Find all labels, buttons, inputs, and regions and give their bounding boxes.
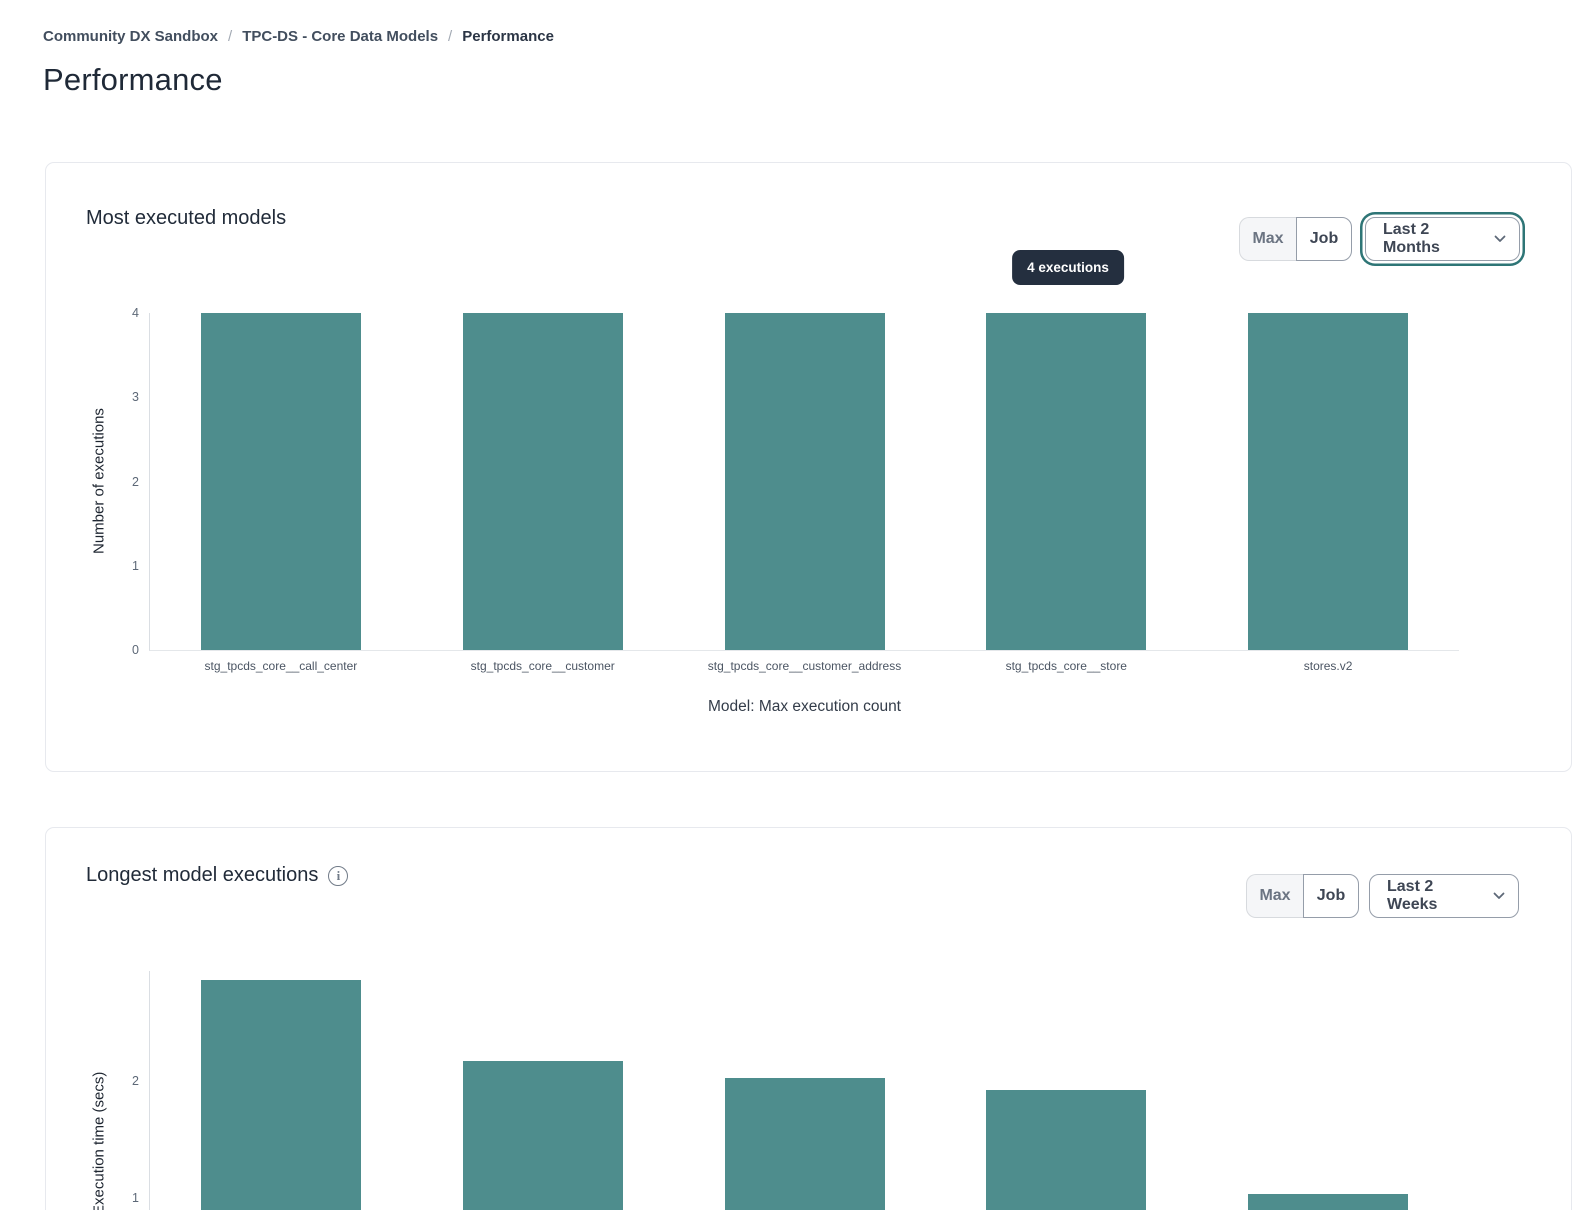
x-axis-category-label: stg_tpcds_core__store bbox=[1005, 659, 1127, 673]
max-job-toggle: Max Job bbox=[1239, 217, 1352, 261]
bar-stg_tpcds_core__customer_address[interactable] bbox=[724, 313, 885, 650]
longest-model-executions-card: Longest model executions i Max Job Last … bbox=[45, 827, 1572, 1210]
breadcrumb-separator: / bbox=[228, 28, 233, 45]
y-axis-title: Number of executions bbox=[90, 408, 108, 555]
breadcrumb-item-account[interactable]: Community DX Sandbox bbox=[43, 28, 219, 45]
y-axis-tick-label: 0 bbox=[132, 643, 139, 657]
chart-tooltip: 4 executions bbox=[1012, 250, 1124, 285]
max-toggle-button[interactable]: Max bbox=[1239, 217, 1296, 261]
job-toggle-button[interactable]: Job bbox=[1303, 874, 1359, 918]
date-range-select[interactable]: Last 2 Months bbox=[1365, 217, 1520, 261]
card-title: Most executed models bbox=[86, 207, 286, 230]
chevron-down-icon bbox=[1494, 235, 1506, 242]
bar-series-2[interactable] bbox=[724, 1078, 885, 1210]
y-axis-title: Execution time (secs) bbox=[90, 1071, 108, 1210]
breadcrumb: Community DX Sandbox / TPC-DS - Core Dat… bbox=[43, 28, 554, 45]
card-title-text: Most executed models bbox=[86, 207, 287, 229]
info-icon[interactable]: i bbox=[328, 865, 349, 886]
job-toggle-button[interactable]: Job bbox=[1296, 217, 1352, 261]
breadcrumb-item-project[interactable]: TPC-DS - Core Data Models bbox=[242, 28, 439, 45]
bar-series-0[interactable] bbox=[200, 980, 361, 1210]
bar-series-4[interactable] bbox=[1248, 1193, 1409, 1210]
date-range-select[interactable]: Last 2 Weeks bbox=[1369, 874, 1519, 918]
y-axis-tick-label: 1 bbox=[132, 558, 139, 573]
date-range-value: Last 2 Weeks bbox=[1387, 878, 1438, 913]
y-axis-tick-label: 2 bbox=[132, 1073, 139, 1088]
breadcrumb-item-current: Performance bbox=[462, 28, 554, 45]
bar-stores.v2[interactable] bbox=[1248, 313, 1409, 650]
max-toggle-button[interactable]: Max bbox=[1246, 874, 1303, 918]
x-axis-category-label: stores.v2 bbox=[1303, 659, 1353, 673]
bar-series-1[interactable] bbox=[462, 1060, 623, 1210]
x-axis-title: Model: Max execution count bbox=[708, 698, 901, 715]
date-range-value: Last 2 Months bbox=[1383, 221, 1440, 256]
longest-model-executions-chart: Execution time (secs) 1 2 bbox=[91, 971, 1459, 1210]
most-executed-models-card: Most executed models Max Job Last 2 Mont… bbox=[45, 162, 1572, 772]
most-executed-models-chart: Number of executions Model: Max executio… bbox=[91, 306, 1459, 715]
chevron-down-icon bbox=[1493, 892, 1505, 899]
bar-stg_tpcds_core__store[interactable] bbox=[986, 313, 1147, 650]
breadcrumb-separator: / bbox=[448, 28, 453, 45]
max-job-toggle: Max Job bbox=[1246, 874, 1359, 918]
card-title: Longest model executions i bbox=[86, 864, 349, 887]
bar-stg_tpcds_core__customer[interactable] bbox=[462, 313, 623, 650]
x-axis-category-label: stg_tpcds_core__call_center bbox=[204, 659, 358, 673]
bar-series-3[interactable] bbox=[986, 1089, 1147, 1210]
y-axis-tick-label: 4 bbox=[132, 306, 139, 320]
card-title-text: Longest model executions bbox=[86, 864, 319, 886]
y-axis-tick-label: 1 bbox=[132, 1191, 139, 1206]
page-title: Performance bbox=[43, 62, 223, 97]
x-axis-category-label: stg_tpcds_core__customer bbox=[470, 659, 615, 673]
y-axis-tick-label: 2 bbox=[132, 474, 139, 489]
bar-stg_tpcds_core__call_center[interactable] bbox=[200, 313, 361, 650]
x-axis-category-label: stg_tpcds_core__customer_address bbox=[707, 659, 902, 673]
y-axis-tick-label: 3 bbox=[132, 390, 139, 405]
